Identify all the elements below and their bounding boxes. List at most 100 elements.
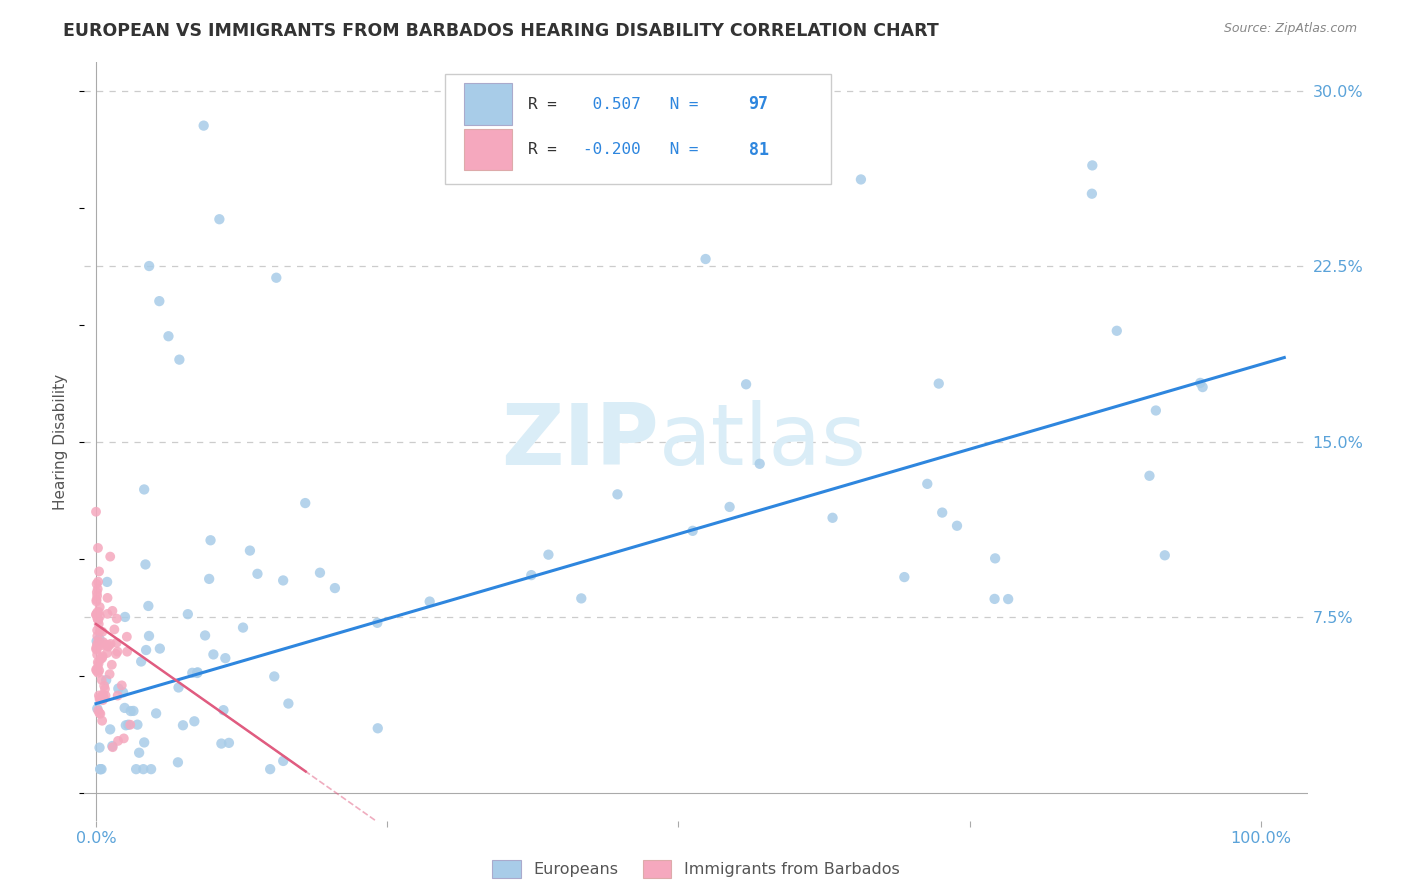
Point xyxy=(87,655,110,669)
Point xyxy=(718,500,741,514)
Point xyxy=(931,506,953,520)
Point xyxy=(111,678,134,692)
Point xyxy=(1139,468,1161,483)
Point xyxy=(112,685,135,699)
Point xyxy=(186,665,208,680)
Point xyxy=(89,690,111,705)
FancyBboxPatch shape xyxy=(464,128,513,170)
Point xyxy=(167,756,190,770)
Point xyxy=(187,665,209,680)
Point xyxy=(735,377,758,392)
Point xyxy=(89,692,111,706)
Text: R =: R = xyxy=(529,96,567,112)
Point xyxy=(84,641,107,656)
Point xyxy=(89,762,111,776)
Text: 81: 81 xyxy=(748,141,769,159)
Point xyxy=(105,636,128,650)
Point xyxy=(148,294,170,309)
Point xyxy=(145,706,167,721)
Point xyxy=(86,640,108,655)
Point xyxy=(86,611,108,625)
Point xyxy=(214,651,236,665)
Point xyxy=(84,664,107,678)
Point xyxy=(107,681,129,696)
Point xyxy=(193,119,215,133)
Point xyxy=(87,565,110,579)
Point xyxy=(107,645,129,659)
Point xyxy=(1144,403,1167,417)
Point xyxy=(84,607,107,622)
Point xyxy=(86,589,108,603)
Point xyxy=(309,566,332,580)
Point xyxy=(194,628,217,642)
Point xyxy=(1081,158,1104,172)
Point xyxy=(90,673,112,687)
Point xyxy=(115,645,138,659)
Point xyxy=(91,693,114,707)
Legend: Europeans, Immigrants from Barbados: Europeans, Immigrants from Barbados xyxy=(485,854,907,885)
Point xyxy=(94,681,117,696)
Point xyxy=(84,662,107,676)
Point xyxy=(997,592,1019,607)
Point xyxy=(91,624,114,639)
Point xyxy=(120,717,142,731)
Point xyxy=(114,701,136,715)
Point xyxy=(132,762,155,776)
Point xyxy=(89,664,111,678)
Point xyxy=(183,714,205,729)
Point xyxy=(129,655,152,669)
Point xyxy=(103,623,125,637)
Point xyxy=(127,717,149,731)
Point xyxy=(419,594,441,608)
Point xyxy=(86,577,108,591)
Point xyxy=(200,533,222,548)
FancyBboxPatch shape xyxy=(464,83,513,125)
Point xyxy=(232,621,254,635)
Text: ZIP: ZIP xyxy=(502,400,659,483)
Point xyxy=(93,691,115,706)
Point xyxy=(91,688,114,702)
Point xyxy=(98,723,121,737)
Point xyxy=(87,613,110,627)
Point xyxy=(695,252,717,266)
Point xyxy=(246,566,269,581)
Point xyxy=(89,624,111,638)
Point xyxy=(87,689,110,703)
Point xyxy=(917,476,939,491)
Point xyxy=(87,541,110,555)
Point xyxy=(1081,186,1104,201)
Point xyxy=(96,673,118,687)
Point xyxy=(86,664,108,678)
Point xyxy=(271,574,294,588)
Point xyxy=(181,665,204,680)
Point xyxy=(115,630,138,644)
Point xyxy=(101,739,124,753)
Point xyxy=(266,270,288,285)
Point xyxy=(89,740,111,755)
Text: R =: R = xyxy=(529,142,567,157)
Point xyxy=(86,612,108,626)
Point xyxy=(239,543,262,558)
Point xyxy=(89,706,111,720)
Point xyxy=(86,582,108,596)
Point xyxy=(198,572,221,586)
Point xyxy=(86,592,108,607)
Text: EUROPEAN VS IMMIGRANTS FROM BARBADOS HEARING DISABILITY CORRELATION CHART: EUROPEAN VS IMMIGRANTS FROM BARBADOS HEA… xyxy=(63,22,939,40)
Point xyxy=(984,551,1007,566)
Point xyxy=(893,570,915,584)
Point xyxy=(91,635,114,649)
Point xyxy=(96,574,118,589)
Point xyxy=(86,594,108,608)
Point xyxy=(98,549,121,564)
Text: 97: 97 xyxy=(748,95,769,113)
Point xyxy=(172,718,194,732)
Point xyxy=(1105,324,1128,338)
Point xyxy=(367,721,389,735)
Point xyxy=(134,483,156,497)
Point xyxy=(167,681,190,695)
Point xyxy=(86,634,108,648)
Point xyxy=(259,762,281,776)
Point xyxy=(89,609,111,624)
Point xyxy=(928,376,950,391)
Point xyxy=(177,607,200,622)
